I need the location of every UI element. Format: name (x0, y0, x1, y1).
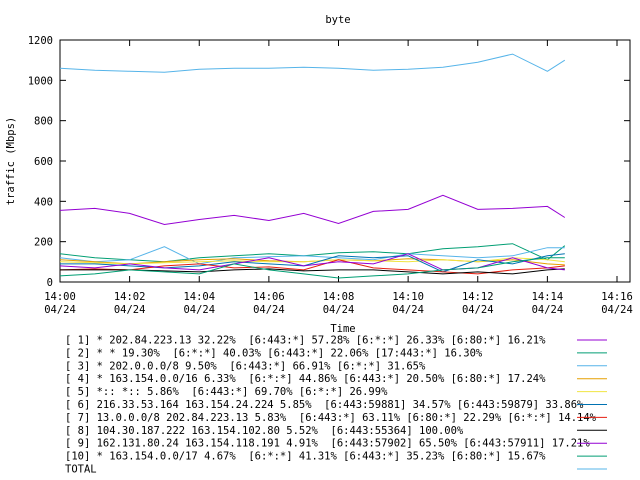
legend-label: [ 9] 162.131.80.24 163.154.118.191 4.91%… (65, 438, 590, 450)
series-line (59, 194, 566, 226)
legend-label: [ 6] 216.33.53.164 163.154.24.224 5.85% … (65, 399, 584, 411)
legend-label: [ 7] 13.0.0.0/8 202.84.223.13 5.83% [6:4… (65, 412, 597, 424)
y-tick-label: 200 (34, 237, 53, 249)
x-tick-date: 04/24 (44, 304, 76, 316)
x-axis-label: Time (330, 323, 355, 335)
x-tick-label: 14:02 (114, 291, 146, 303)
series-line (59, 243, 566, 263)
chart-title: byte (325, 14, 350, 26)
x-tick-label: 14:16 (601, 291, 633, 303)
x-tick-date: 04/24 (253, 304, 285, 316)
y-tick-label: 600 (34, 156, 53, 168)
x-tick-date: 04/24 (392, 304, 424, 316)
legend-label: [ 5] *:: *:: 5.86% [6:443:*] 69.70% [6:*… (65, 386, 388, 398)
x-tick-date: 04/24 (601, 304, 633, 316)
x-tick-label: 14:00 (44, 291, 76, 303)
x-tick-label: 14:06 (253, 291, 285, 303)
legend-label: [ 4] * 163.154.0.0/16 6.33% [6:*:*] 44.8… (65, 373, 546, 385)
x-tick-date: 04/24 (323, 304, 355, 316)
plot-frame (59, 39, 631, 283)
y-tick-label: 400 (34, 196, 53, 208)
y-tick-label: 0 (47, 277, 53, 289)
x-tick-date: 04/24 (114, 304, 146, 316)
legend-label: [ 8] 104.30.187.222 163.154.102.80 5.52%… (65, 425, 464, 437)
x-tick-date: 04/24 (532, 304, 564, 316)
x-tick-date: 04/24 (462, 304, 494, 316)
x-tick-label: 14:04 (183, 291, 215, 303)
y-tick-label: 800 (34, 116, 53, 128)
series-line (59, 53, 566, 73)
series-line (60, 268, 565, 275)
x-tick-label: 14:08 (323, 291, 355, 303)
series-line (60, 253, 565, 273)
x-tick-label: 14:12 (462, 291, 494, 303)
x-tick-label: 14:14 (532, 291, 564, 303)
x-tick-date: 04/24 (183, 304, 215, 316)
series-line (59, 253, 565, 271)
series-line (59, 259, 565, 275)
y-tick-label: 1000 (28, 75, 53, 87)
legend-label: [ 3] * 202.0.0.0/8 9.50% [6:443:*] 66.91… (65, 360, 426, 372)
legend-label: [ 2] * * 19.30% [6:*:*] 40.03% [6:443:*]… (65, 347, 483, 359)
y-axis-label: traffic (Mbps) (5, 117, 17, 206)
y-tick-label: 1200 (28, 35, 53, 47)
series-line (59, 257, 565, 279)
x-tick-label: 14:10 (392, 291, 424, 303)
series-line (59, 246, 565, 265)
legend-label: [ 1] * 202.84.223.13 32.22% [6:443:*] 57… (65, 335, 546, 347)
legend-label: [10] * 163.154.0.0/17 4.67% [6:*:*] 41.3… (65, 451, 546, 463)
legend-label: TOTAL (65, 464, 97, 476)
